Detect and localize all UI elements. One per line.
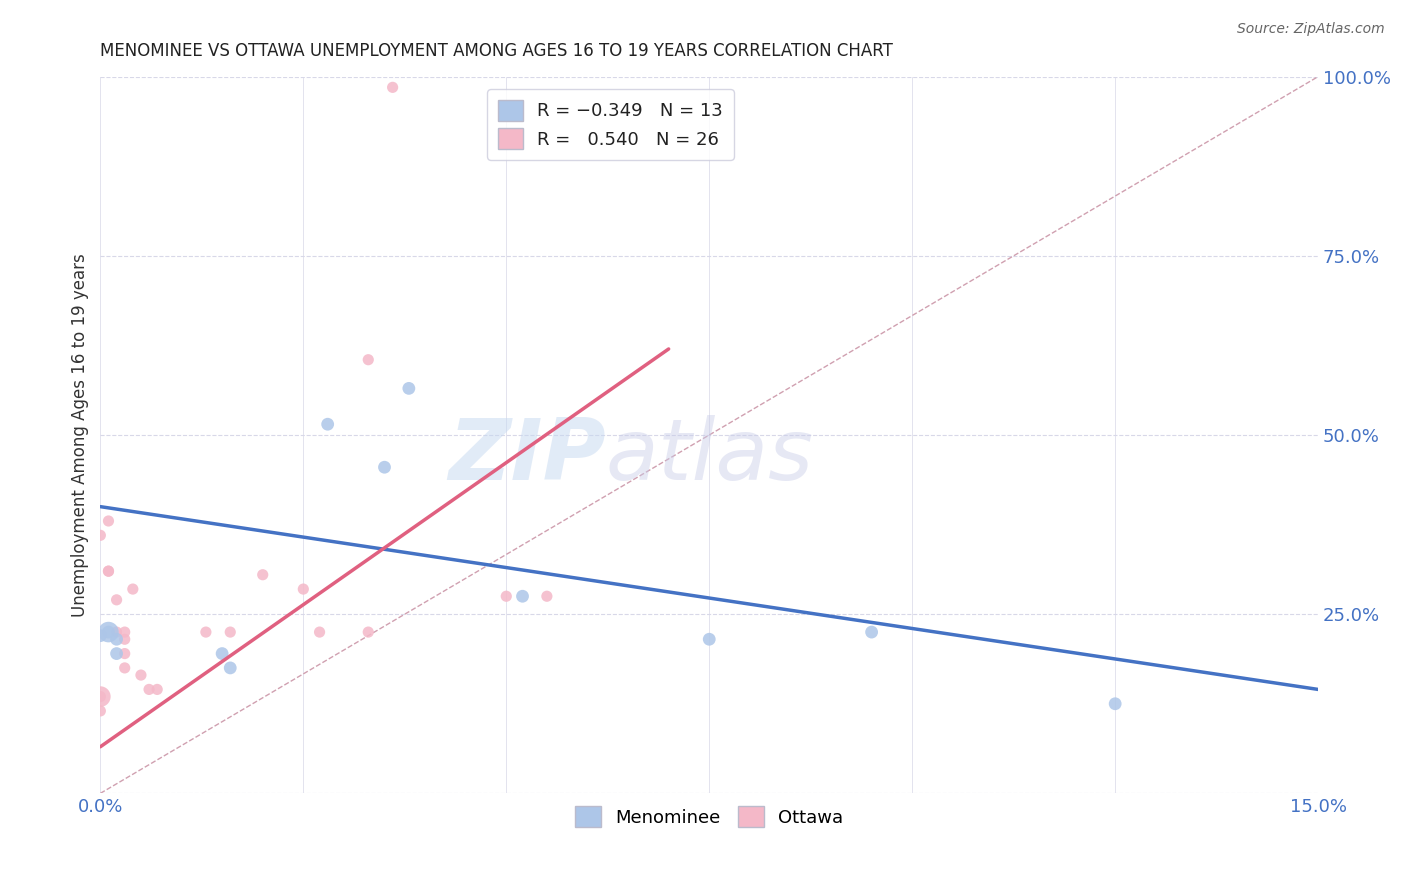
Point [381,80,404,95]
Point [105,632,128,647]
Point [512,589,534,603]
Text: atlas: atlas [606,415,814,498]
Point [211,647,233,661]
Point [114,647,136,661]
Point [114,632,136,647]
Point [105,625,128,640]
Point [89,690,111,704]
Point [89,629,111,643]
Point [97,625,120,640]
Point [105,647,128,661]
Point [308,625,330,640]
Point [138,682,160,697]
Point [373,460,395,475]
Point [97,625,120,640]
Point [398,381,420,395]
Point [89,690,111,704]
Point [219,661,242,675]
Point [316,417,339,432]
Text: MENOMINEE VS OTTAWA UNEMPLOYMENT AMONG AGES 16 TO 19 YEARS CORRELATION CHART: MENOMINEE VS OTTAWA UNEMPLOYMENT AMONG A… [100,42,893,60]
Point [1104,697,1126,711]
Point [146,682,169,697]
Point [121,582,143,596]
Point [89,528,111,542]
Point [495,589,517,603]
Point [697,632,720,647]
Legend: Menominee, Ottawa: Menominee, Ottawa [568,799,851,835]
Text: Source: ZipAtlas.com: Source: ZipAtlas.com [1237,22,1385,37]
Point [292,582,315,596]
Point [89,704,111,718]
Point [860,625,883,640]
Point [252,567,274,582]
Point [114,661,136,675]
Y-axis label: Unemployment Among Ages 16 to 19 years: Unemployment Among Ages 16 to 19 years [72,253,89,617]
Point [194,625,217,640]
Point [219,625,242,640]
Point [536,589,558,603]
Point [129,668,152,682]
Point [97,564,120,578]
Text: ZIP: ZIP [449,415,606,498]
Point [357,352,380,367]
Point [114,625,136,640]
Point [97,514,120,528]
Point [357,625,380,640]
Point [97,564,120,578]
Point [105,592,128,607]
